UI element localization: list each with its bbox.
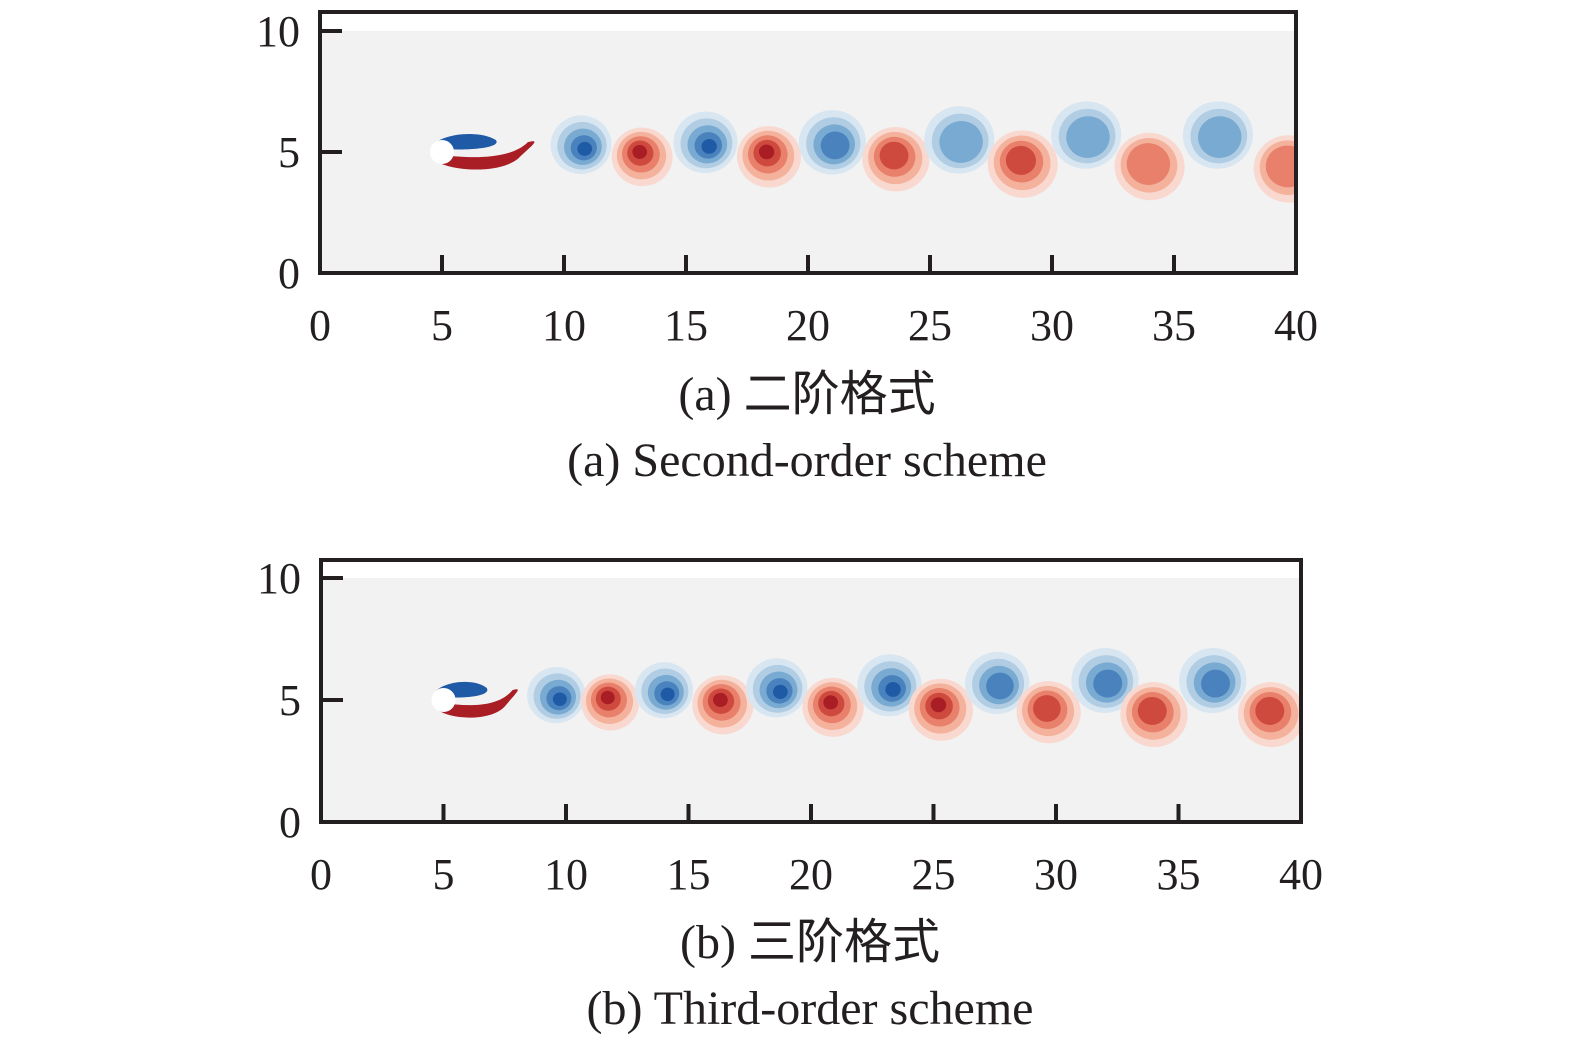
vortex-positive	[908, 678, 973, 741]
x-tick-label: 35	[1152, 301, 1196, 350]
vortex-positive	[1016, 681, 1081, 744]
shear-layer-lower	[432, 689, 518, 718]
vortex-contour	[1126, 143, 1171, 185]
x-tick-label: 10	[544, 850, 588, 899]
vortex-contour	[1201, 669, 1231, 698]
vortex-contour	[1066, 116, 1110, 159]
vortex-contour	[823, 695, 839, 710]
vortex-negative	[673, 111, 738, 174]
vortex-contour	[660, 687, 675, 702]
vortex-negative	[550, 115, 612, 175]
vortex-contour	[820, 131, 850, 160]
vortex-contour	[552, 692, 567, 706]
y-tick-label: 0	[278, 249, 300, 298]
vortex-positive	[611, 127, 673, 187]
vortex-contour	[1033, 695, 1061, 722]
vortex-contour	[879, 141, 909, 170]
vortex-positive	[736, 126, 801, 188]
x-tick-label: 30	[1030, 301, 1074, 350]
caption-b-english: (b) Third-order scheme	[587, 982, 1034, 1035]
x-tick-label: 5	[431, 301, 453, 350]
x-tick-label: 0	[309, 301, 331, 350]
x-tick-label: 25	[908, 301, 952, 350]
vortex-contour	[986, 672, 1014, 700]
vortex-contour	[632, 144, 648, 159]
vortex-contour	[713, 692, 728, 708]
vortex-contour	[1198, 116, 1242, 159]
panel-a-second-order: 0 5 10 15 20 25 30 35 40 0 5 10	[256, 7, 1318, 350]
x-tick-label: 40	[1279, 850, 1323, 899]
vortex-negative	[527, 667, 586, 724]
vortex-negative	[924, 106, 995, 174]
vortex-negative	[634, 662, 694, 719]
x-tick-label: 15	[667, 850, 711, 899]
vortex-contour	[1093, 669, 1123, 698]
panel-b-third-order: 0 5 10 15 20 25 30 35 40 0 5 10	[257, 554, 1323, 899]
vortex-contour	[701, 139, 717, 154]
vortex-positive	[581, 674, 640, 731]
y-tick-label: 5	[278, 128, 300, 177]
vortex-contour	[885, 682, 901, 697]
vortex-contour	[758, 144, 775, 160]
vortex-positive	[692, 675, 754, 735]
vortex-negative	[965, 651, 1030, 714]
caption-b-chinese: (b) 三阶格式	[680, 916, 940, 969]
vortex-negative	[746, 658, 808, 718]
vorticity-field	[432, 647, 1301, 748]
vortex-contour	[1137, 696, 1167, 725]
vortex-positive	[1114, 132, 1185, 201]
x-tick-label: 30	[1034, 850, 1078, 899]
vortex-positive	[1120, 682, 1188, 748]
vortex-positive	[802, 677, 864, 737]
vortex-negative	[1182, 101, 1253, 169]
vorticity-field	[431, 101, 1296, 203]
x-tick-label: 20	[786, 301, 830, 350]
x-tick-label: 5	[433, 850, 455, 899]
vortex-negative	[1179, 647, 1247, 713]
y-tick-label: 10	[257, 554, 301, 603]
y-tick-label: 5	[279, 676, 301, 725]
x-tick-label: 15	[664, 301, 708, 350]
x-tick-label: 10	[542, 301, 586, 350]
vortex-positive	[1253, 135, 1296, 203]
vortex-contour	[1265, 145, 1296, 188]
y-tick-label: 0	[279, 798, 301, 847]
caption-a-chinese: (a) 二阶格式	[678, 368, 935, 421]
x-tick-label: 25	[912, 850, 956, 899]
x-tick-label: 0	[310, 850, 332, 899]
vortex-contour	[577, 141, 593, 156]
vortex-contour	[939, 121, 983, 163]
vortex-contour	[600, 690, 615, 705]
vortex-contour	[930, 697, 947, 713]
vortex-negative	[798, 110, 866, 175]
shear-layer-lower	[431, 141, 535, 170]
vortex-negative	[857, 654, 922, 717]
vortex-contour	[1005, 145, 1037, 175]
x-tick-label: 20	[789, 850, 833, 899]
cylinder	[431, 687, 456, 713]
x-tick-label: 40	[1274, 301, 1318, 350]
y-tick-label: 10	[256, 7, 300, 56]
cylinder	[430, 140, 454, 164]
caption-a-english: (a) Second-order scheme	[567, 434, 1047, 487]
vortex-contour	[1255, 696, 1285, 725]
vortex-positive	[1237, 682, 1301, 748]
vortex-positive	[862, 127, 930, 192]
x-tick-label: 35	[1157, 850, 1201, 899]
vortex-positive	[987, 130, 1058, 198]
vortex-negative	[1071, 647, 1139, 713]
vortex-contour	[773, 684, 788, 699]
vortex-negative	[1051, 101, 1122, 169]
